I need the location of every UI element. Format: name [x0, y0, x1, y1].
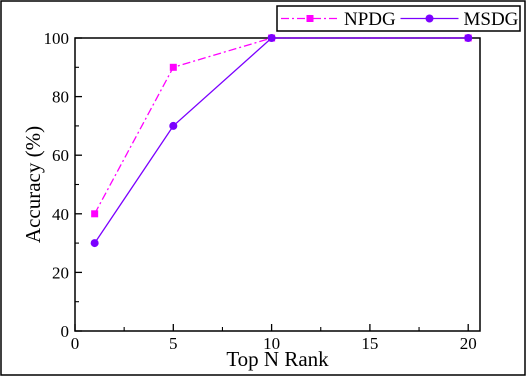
series-layer: [90, 34, 473, 248]
series-line-npdg: [94, 37, 469, 215]
y-tick-label: 20: [52, 263, 69, 282]
data-point-npdg: [169, 63, 177, 71]
y-tick-label: 40: [52, 205, 69, 224]
x-tick-label: 0: [71, 334, 80, 353]
y-axis-title: Accuracy (%): [21, 126, 45, 243]
y-tick-label: 0: [61, 322, 70, 341]
legend-marker-npdg: [306, 15, 314, 22]
x-tick-label: 20: [460, 334, 477, 353]
plot-area: [74, 37, 481, 332]
data-point-msdg: [169, 121, 178, 130]
data-point-msdg: [267, 34, 276, 42]
legend: NPDG MSDG: [276, 5, 521, 32]
y-tick-label: 60: [52, 146, 69, 165]
tick-labels: 0 5 10 15 20 0 20 40 60 80 100: [44, 29, 477, 353]
data-point-msdg: [464, 34, 473, 42]
series-line-msdg: [94, 37, 469, 244]
axis-ticks: [74, 37, 469, 332]
x-tick-label: 10: [263, 334, 280, 353]
data-point-npdg: [91, 210, 99, 218]
x-tick-label: 15: [361, 334, 378, 353]
legend-marker-msdg: [425, 14, 434, 23]
data-point-msdg: [90, 239, 99, 248]
legend-label-npdg: NPDG: [344, 9, 396, 30]
legend-label-msdg: MSDG: [464, 9, 519, 30]
y-tick-label: 80: [52, 88, 69, 107]
x-tick-label: 5: [169, 334, 178, 353]
x-axis-title: Top N Rank: [226, 347, 329, 371]
y-tick-label: 100: [44, 29, 70, 48]
